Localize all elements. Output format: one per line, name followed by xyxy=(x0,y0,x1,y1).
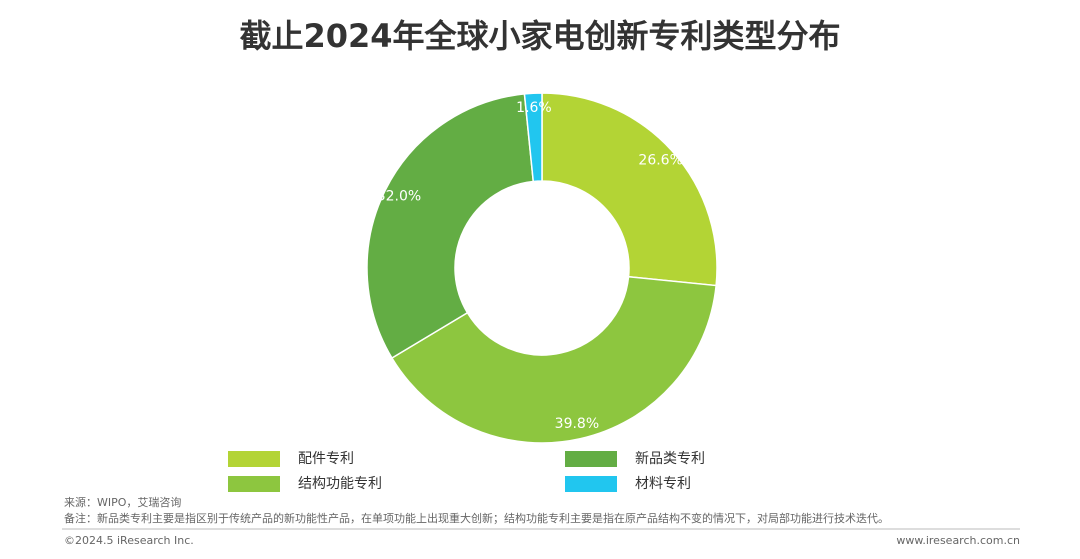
legend-swatch xyxy=(565,451,617,467)
legend-label: 结构功能专利 xyxy=(298,476,382,492)
chart-title: 截止2024年全球小家电创新专利类型分布 xyxy=(239,17,840,55)
legend-label: 新品类专利 xyxy=(635,451,705,467)
legend-swatch xyxy=(228,451,280,467)
legend-swatch xyxy=(228,476,280,492)
note: 备注：新品类专利主要是指区别于传统产品的新功能性产品，在单项功能上出现重大创新；… xyxy=(64,511,889,525)
data-label: 32.0% xyxy=(377,188,421,204)
legend-label: 配件专利 xyxy=(298,451,354,467)
data-label: 1.6% xyxy=(516,100,552,116)
donut-slice xyxy=(390,275,717,444)
source: 来源：WIPO，艾瑞咨询 xyxy=(64,495,181,509)
donut-slice xyxy=(366,93,535,360)
donut-slice xyxy=(541,92,718,287)
data-label: 26.6% xyxy=(638,153,682,169)
data-label: 39.8% xyxy=(555,416,599,432)
legend-swatch xyxy=(565,476,617,492)
donut-slice xyxy=(523,92,543,183)
website: www.iresearch.com.cn xyxy=(896,534,1020,547)
copyright: ©2024.5 iResearch Inc. xyxy=(64,534,194,547)
legend-label: 材料专利 xyxy=(635,476,691,492)
